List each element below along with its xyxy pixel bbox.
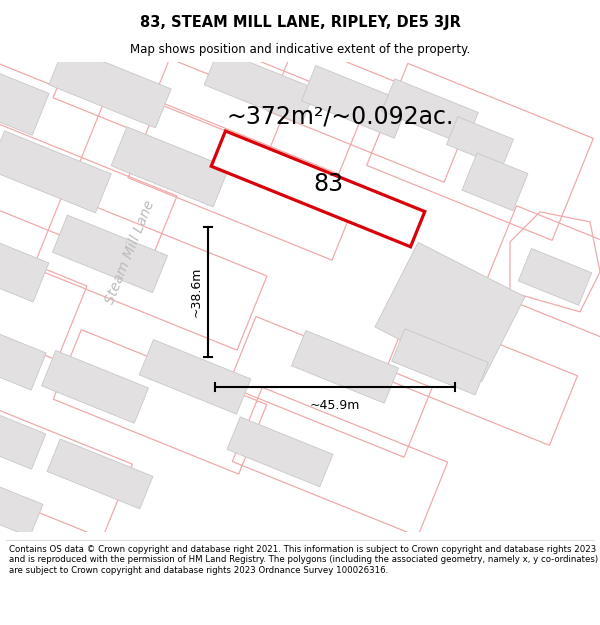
Text: ~38.6m: ~38.6m: [190, 267, 203, 317]
Polygon shape: [227, 417, 333, 487]
Polygon shape: [204, 49, 316, 124]
Polygon shape: [0, 394, 46, 469]
Text: 83, STEAM MILL LANE, RIPLEY, DE5 3JR: 83, STEAM MILL LANE, RIPLEY, DE5 3JR: [140, 16, 460, 31]
Polygon shape: [52, 215, 167, 292]
Polygon shape: [47, 439, 153, 509]
Polygon shape: [0, 22, 600, 312]
Text: Steam Mill Lane: Steam Mill Lane: [103, 198, 157, 306]
Polygon shape: [292, 331, 398, 403]
Text: 83: 83: [313, 172, 343, 196]
Polygon shape: [0, 314, 46, 390]
Polygon shape: [375, 242, 525, 381]
Polygon shape: [518, 249, 592, 305]
Text: ~372m²/~0.092ac.: ~372m²/~0.092ac.: [226, 105, 454, 129]
Polygon shape: [302, 66, 409, 138]
Text: ~45.9m: ~45.9m: [310, 399, 360, 412]
Polygon shape: [0, 49, 49, 135]
Polygon shape: [0, 467, 43, 537]
Polygon shape: [0, 131, 111, 213]
Polygon shape: [139, 339, 251, 414]
Polygon shape: [462, 153, 528, 211]
Polygon shape: [392, 329, 488, 395]
Polygon shape: [41, 351, 148, 423]
Text: Map shows position and indicative extent of the property.: Map shows position and indicative extent…: [130, 43, 470, 56]
Polygon shape: [111, 127, 229, 207]
Polygon shape: [75, 62, 600, 442]
Polygon shape: [382, 79, 478, 145]
Polygon shape: [49, 46, 171, 128]
Text: Contains OS data © Crown copyright and database right 2021. This information is : Contains OS data © Crown copyright and d…: [9, 545, 598, 574]
Polygon shape: [0, 222, 49, 302]
Polygon shape: [446, 117, 514, 167]
Polygon shape: [211, 131, 425, 247]
